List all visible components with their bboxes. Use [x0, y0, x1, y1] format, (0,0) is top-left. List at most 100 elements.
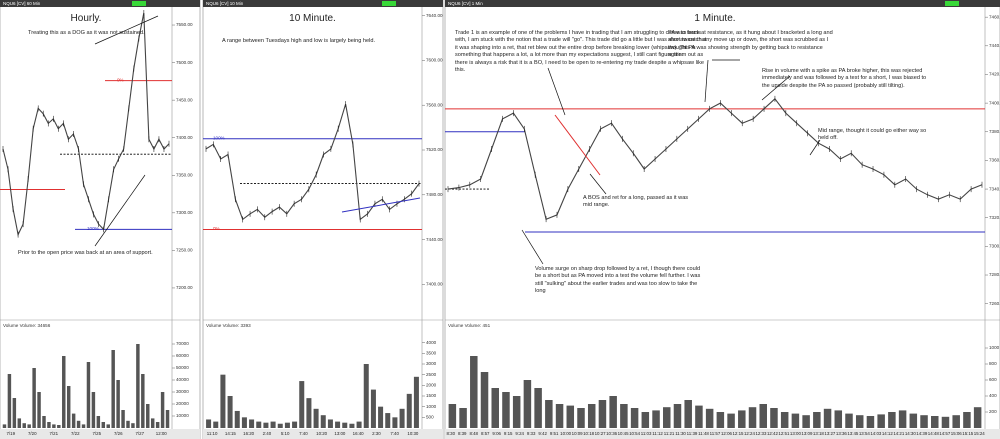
x-tick-label: 12:24 [744, 431, 756, 436]
volume-tick-label: 40000 [176, 377, 189, 382]
volume-bar [609, 396, 617, 428]
volume-tick-label: 10000 [176, 413, 189, 418]
volume-bar [299, 381, 305, 428]
annotation: Mid range, thought it could go either wa… [818, 128, 927, 142]
volume-bar [91, 392, 96, 428]
volume-bar [791, 413, 800, 428]
volume-bar [227, 396, 233, 428]
volume-bar [845, 413, 853, 428]
x-tick-label: 11:30 [675, 431, 686, 436]
annotation: Treating this as a DOG as it was not sus… [28, 30, 145, 36]
volume-bar [502, 392, 510, 428]
time-axis [0, 429, 200, 439]
volume-bar [684, 400, 692, 428]
x-tick-label: 14:21 [893, 431, 905, 436]
x-tick-label: 12:06 [721, 431, 733, 436]
trend-line [554, 114, 601, 176]
header-badge [132, 1, 146, 6]
y-tick-label: 7500.00 [176, 60, 193, 65]
volume-bar [963, 412, 971, 428]
volume-bar [663, 407, 671, 428]
volume-bar [52, 424, 56, 428]
volume-bar [587, 404, 596, 428]
y-tick-label: 7200.00 [176, 285, 193, 290]
volume-bar [941, 416, 950, 428]
x-tick-label: 7:40 [390, 431, 399, 436]
volume-bar [356, 421, 362, 428]
volume-bar [716, 412, 725, 428]
volume-bar [306, 398, 312, 428]
volume-bar [534, 388, 542, 428]
x-tick-label: 9:15 [504, 431, 513, 436]
panel-title: Hourly. [70, 13, 102, 24]
volume-bar [459, 408, 467, 428]
volume-bar [136, 344, 140, 428]
volume-bar [81, 424, 86, 428]
price-line [447, 97, 983, 220]
y-tick-label: 7440.00 [989, 43, 1000, 48]
volume-bar [234, 410, 240, 428]
volume-bar [877, 414, 885, 428]
volume-bar [2, 424, 7, 428]
y-tick-label: 7420.00 [989, 72, 1000, 77]
volume-bar [220, 374, 226, 428]
time-axis [445, 429, 1000, 439]
x-tick-label: 9:24 [515, 431, 524, 436]
y-tick-label: 7450.00 [176, 97, 193, 102]
x-tick-label: 9:51 [550, 431, 559, 436]
x-tick-label: 14:57 [939, 431, 951, 436]
x-tick-label: 11:39 [687, 431, 698, 436]
y-tick-label: 7320.00 [989, 215, 1000, 220]
volume-bar [146, 404, 150, 428]
arrow [589, 173, 607, 195]
volume-tick-label: 2500 [426, 372, 437, 377]
volume-bar [399, 408, 405, 428]
volume-bar [249, 419, 255, 428]
x-tick-label: 7/25 [92, 431, 101, 436]
volume-bar [131, 423, 135, 428]
y-tick-label: 7440.00 [426, 237, 443, 242]
volume-bar [705, 408, 714, 428]
volume-bar [116, 380, 120, 428]
volume-tick-label: 70000 [176, 341, 189, 346]
x-tick-label: 13:00 [790, 431, 802, 436]
x-tick-label: 11:12 [652, 431, 663, 436]
x-tick-label: 10:30 [407, 431, 419, 436]
annotation: Trade 1 is an example of one of the prob… [455, 30, 707, 74]
volume-bar [320, 415, 326, 428]
x-tick-label: 7/22 [71, 431, 80, 436]
trend-line [341, 197, 421, 213]
volume-tick-label: 1000 [426, 404, 437, 409]
level-label: 0% [213, 226, 220, 231]
volume-label: Volume Volume: 451 [448, 323, 491, 328]
volume-bar [292, 421, 298, 428]
price-line [205, 103, 420, 221]
x-tick-label: 7/26 [114, 431, 123, 436]
volume-bar [802, 415, 810, 428]
x-tick-label: 11:57 [710, 431, 721, 436]
volume-tick-label: 1000 [989, 345, 1000, 350]
volume-bar [141, 374, 145, 428]
volume-tick-label: 3500 [426, 351, 437, 356]
volume-bar [160, 392, 165, 428]
volume-bar [71, 413, 76, 428]
x-tick-label: 2:40 [263, 431, 272, 436]
header-text: NQU6 [CV] 1 Min [448, 1, 483, 6]
arrow [704, 59, 709, 103]
x-tick-label: 2:30 [372, 431, 381, 436]
volume-bar [385, 413, 391, 428]
volume-bar [349, 423, 355, 428]
x-tick-label: 10:20 [316, 431, 328, 436]
y-tick-label: 7520.00 [426, 147, 443, 152]
x-tick-label: 13:00 [334, 431, 346, 436]
volume-bar [32, 368, 36, 428]
annotation: Rise in volume with a spike as PA broke … [762, 68, 927, 89]
x-tick-label: 14:15 [225, 431, 237, 436]
x-tick-label: 10:36 [606, 431, 618, 436]
x-tick-label: 8:57 [481, 431, 490, 436]
volume-bar [406, 393, 412, 428]
x-tick-label: 7/21 [49, 431, 58, 436]
volume-tick-label: 2000 [426, 383, 437, 388]
volume-bar [111, 350, 115, 428]
